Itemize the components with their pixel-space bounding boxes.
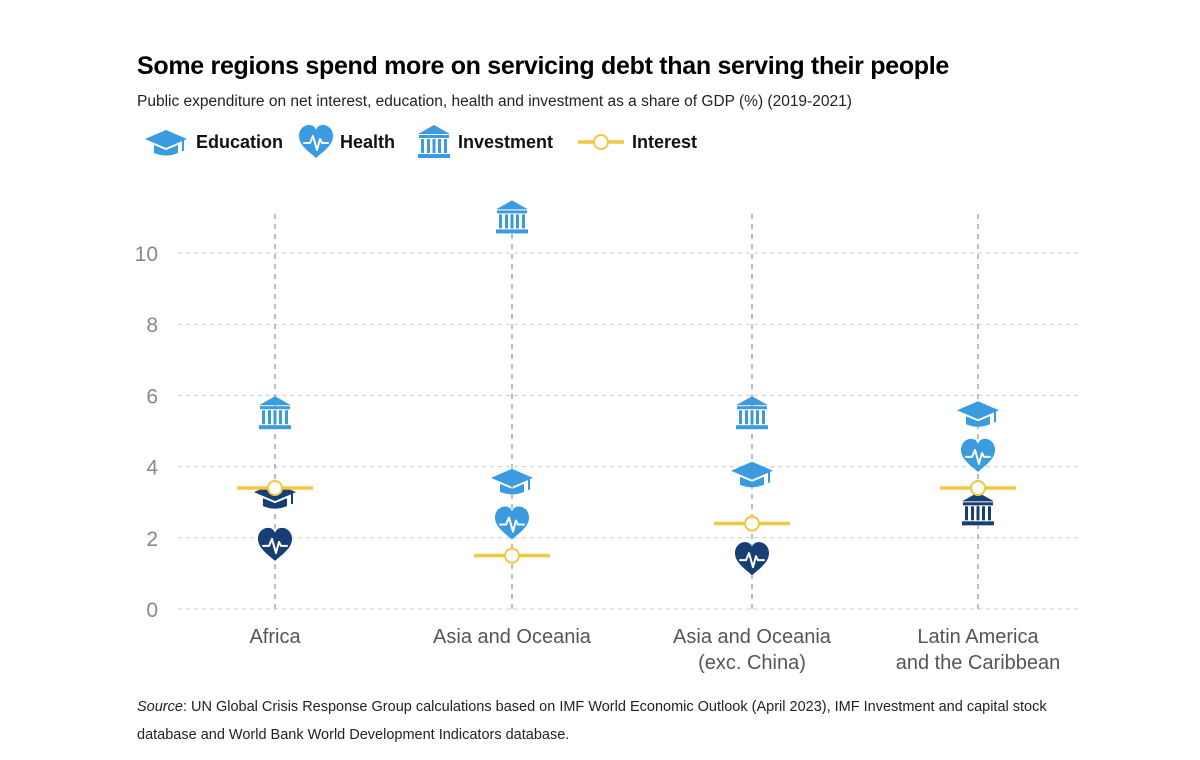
source-label: Source bbox=[137, 699, 183, 715]
health-marker-0 bbox=[258, 527, 292, 561]
investment-marker-2 bbox=[736, 396, 768, 430]
investment-marker-1 bbox=[496, 200, 528, 234]
category-label: and the Caribbean bbox=[896, 652, 1061, 674]
legend-label-interest: Interest bbox=[632, 131, 698, 152]
legend-label-investment: Investment bbox=[458, 131, 554, 152]
category-label: Asia and Oceania bbox=[433, 626, 592, 648]
education-marker-3 bbox=[957, 401, 999, 427]
legend-label-health: Health bbox=[340, 131, 396, 152]
legend-item-health: Health bbox=[298, 122, 395, 162]
education-marker-1 bbox=[491, 468, 533, 495]
category-label: Latin America bbox=[917, 626, 1039, 648]
source-text: : UN Global Crisis Response Group calcul… bbox=[137, 699, 1047, 743]
health-marker-3 bbox=[961, 438, 995, 472]
category-label: Africa bbox=[249, 626, 301, 648]
legend-item-interest: Interest bbox=[576, 122, 697, 162]
chart-subtitle: Public expenditure on net interest, educ… bbox=[137, 93, 852, 110]
y-tick-label: 2 bbox=[146, 528, 158, 551]
health-marker-1 bbox=[495, 506, 529, 540]
investment-marker-0 bbox=[259, 396, 291, 430]
interest-marker-2 bbox=[714, 515, 790, 532]
category-label: (exc. China) bbox=[698, 652, 806, 674]
chart-plot: 0 2 4 6 8 10 Africa Asia and Oceania Asia and Oc… bbox=[135, 200, 1082, 674]
investment-marker-3 bbox=[962, 492, 994, 526]
source-note: Source: UN Global Crisis Response Group … bbox=[137, 693, 1097, 749]
legend-item-education: Education bbox=[142, 122, 283, 162]
chart-title: Some regions spend more on servicing deb… bbox=[137, 52, 950, 80]
interest-marker-1 bbox=[474, 547, 550, 564]
bank-building-icon bbox=[418, 125, 450, 158]
y-tick-label: 6 bbox=[146, 385, 158, 408]
interest-marker-3 bbox=[940, 479, 1016, 496]
graduation-cap-icon bbox=[145, 130, 187, 156]
category-label: Asia and Oceania bbox=[673, 626, 832, 648]
legend-item-investment: Investment bbox=[416, 122, 553, 162]
y-tick-label: 0 bbox=[146, 599, 158, 622]
y-tick-label: 4 bbox=[146, 457, 158, 480]
heart-pulse-icon bbox=[299, 125, 333, 158]
education-marker-2 bbox=[731, 461, 773, 488]
legend: Education Health Investment bbox=[140, 122, 760, 162]
interest-marker-icon bbox=[578, 134, 624, 150]
interest-marker-0 bbox=[237, 479, 313, 496]
y-tick-label: 8 bbox=[146, 314, 158, 337]
health-marker-2 bbox=[735, 542, 769, 576]
y-tick-label: 10 bbox=[135, 243, 158, 266]
legend-label-education: Education bbox=[196, 131, 284, 152]
